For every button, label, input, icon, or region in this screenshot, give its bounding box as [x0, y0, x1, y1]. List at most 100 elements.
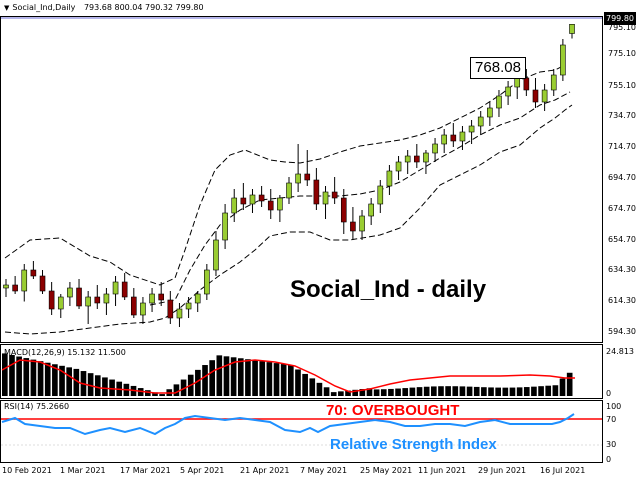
macd-bar	[509, 387, 516, 396]
rsi-line	[1, 413, 575, 436]
candle-body	[313, 179, 320, 205]
price-axis-label: 734.70	[608, 111, 636, 120]
candle-body	[350, 221, 356, 232]
macd-bar	[402, 388, 409, 396]
date-axis-label: 7 May 2021	[300, 466, 348, 475]
macd-bar	[531, 386, 537, 396]
candle-body	[76, 287, 82, 307]
macd-bar	[438, 386, 444, 396]
candle-body	[194, 293, 201, 304]
date-axis-label: 11 Jun 2021	[418, 466, 467, 475]
candle-body	[94, 296, 101, 304]
current-price-tag: 799.80	[604, 12, 636, 25]
rsi-axis-70: 70	[606, 415, 617, 424]
candle-body	[222, 212, 228, 241]
price-axis-label: 714.70	[608, 142, 636, 151]
candle-body	[277, 197, 283, 211]
candle-body	[377, 185, 384, 205]
candle-body	[167, 299, 174, 319]
macd-bar	[102, 377, 108, 396]
macd-bar	[266, 362, 273, 396]
candle-body	[131, 296, 137, 316]
candle-body	[21, 269, 28, 292]
candle-body	[560, 44, 566, 76]
price-axis-label: 674.70	[608, 204, 636, 213]
candle-body	[67, 287, 73, 298]
candle-body	[176, 308, 183, 319]
candle-body	[386, 170, 393, 187]
rsi-label: RSI(14) 75.2660	[4, 402, 70, 411]
macd-bar	[109, 379, 115, 396]
macd-bar	[44, 362, 51, 396]
date-axis-label: 16 Jul 2021	[540, 466, 586, 475]
macd-bar	[366, 388, 373, 396]
macd-bar	[559, 378, 566, 396]
candle-body	[441, 134, 447, 145]
candle-body	[249, 194, 256, 205]
macd-bar	[459, 386, 466, 396]
rsi-subtitle: Relative Strength Index	[330, 436, 497, 453]
middle-band	[149, 91, 571, 306]
macd-bar	[431, 386, 437, 396]
candle-body	[213, 239, 219, 271]
candle-body	[395, 161, 402, 172]
candle-body	[231, 197, 238, 214]
date-axis-label: 17 Mar 2021	[120, 466, 171, 475]
macd-bar	[309, 378, 316, 396]
lower-band	[4, 104, 573, 335]
macd-bar	[566, 372, 573, 396]
macd-bar	[523, 387, 530, 396]
macd-bar	[473, 386, 480, 396]
macd-bar	[209, 360, 215, 396]
macd-bar	[230, 357, 237, 396]
macd-bar	[87, 373, 94, 396]
candle-body	[450, 134, 457, 142]
upper-band	[4, 64, 566, 286]
overbought-text: 70: OVERBOUGHT	[326, 402, 460, 419]
rsi-axis-30: 30	[606, 440, 617, 449]
candle-body	[267, 200, 274, 211]
symbol-label: Social_Ind,Daily	[12, 3, 76, 12]
candle-body	[532, 89, 539, 103]
macd-bar	[481, 387, 487, 396]
candle-body	[140, 302, 146, 316]
macd-histogram	[2, 353, 573, 396]
macd-bar	[466, 386, 473, 396]
candle-body	[30, 269, 37, 277]
macd-bar	[94, 375, 101, 396]
price-axis-label: 755.10	[608, 81, 636, 90]
macd-bar	[216, 355, 223, 396]
candle-body	[295, 173, 301, 184]
macd-bar	[152, 392, 158, 396]
macd-bar	[295, 369, 301, 396]
price-axis-label: 634.30	[608, 265, 636, 274]
macd-bar	[245, 359, 251, 396]
macd-bar	[16, 356, 22, 396]
macd-bar	[395, 388, 401, 396]
candle-body	[85, 296, 91, 307]
macd-bar	[323, 387, 330, 396]
collapse-triangle-icon[interactable]: ▼	[4, 4, 10, 12]
macd-bar	[195, 369, 201, 396]
macd-label: MACD(12,26,9) 15.132 11.500	[4, 348, 126, 357]
macd-bar	[273, 363, 280, 396]
candle-body	[459, 131, 466, 142]
candle-body	[514, 77, 521, 88]
candle-body	[149, 293, 155, 304]
candle-body	[39, 275, 46, 292]
macd-bar	[59, 365, 65, 396]
candle-body	[112, 281, 119, 295]
candle-body	[304, 173, 311, 181]
main-panel-border	[0, 16, 603, 343]
macd-bar	[423, 386, 430, 396]
macd-bar	[380, 389, 387, 396]
candle-body	[286, 182, 292, 199]
macd-axis-top: 24.813	[606, 347, 634, 356]
macd-bar	[159, 394, 165, 396]
date-axis-label: 1 Mar 2021	[60, 466, 106, 475]
macd-bar	[488, 387, 494, 396]
candle-body	[158, 293, 164, 301]
macd-bar	[345, 390, 351, 396]
candle-body	[423, 152, 429, 163]
